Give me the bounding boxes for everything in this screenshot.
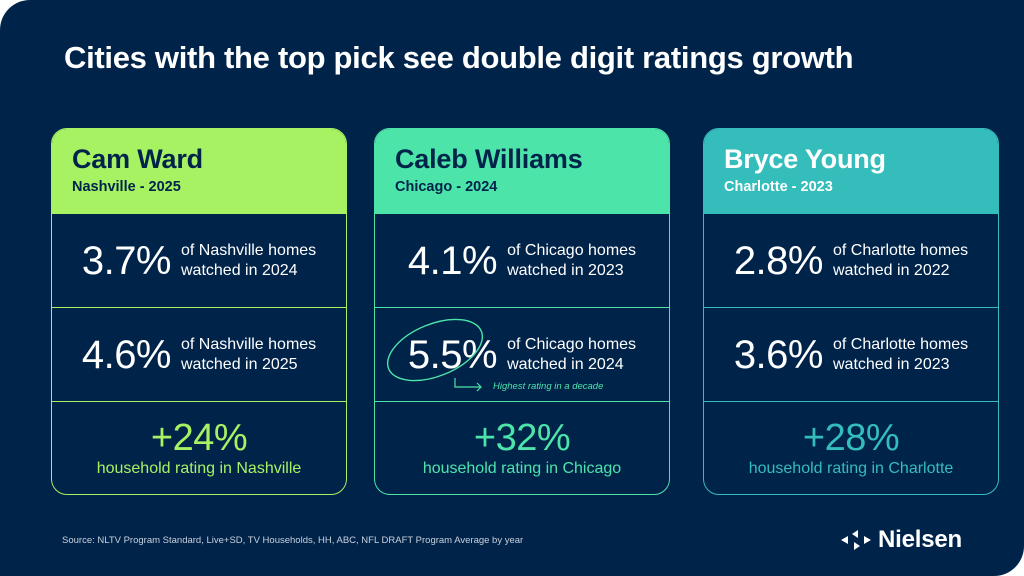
growth-row: +32% household rating in Chicago	[375, 401, 669, 494]
stat-line-2: watched in 2025	[181, 355, 298, 373]
stat-description: of Nashville homes watched in 2024	[181, 241, 316, 281]
stat-line-2: watched in 2022	[832, 261, 950, 279]
stat-row: 3.7% of Nashville homes watched in 2024	[52, 213, 346, 307]
stat-description: of Chicago homes watched in 2024	[507, 335, 636, 375]
stat-row: 4.6% of Nashville homes watched in 2025	[52, 307, 346, 401]
stat-line-2: watched in 2024	[507, 355, 624, 373]
growth-value: +32%	[473, 417, 571, 459]
stat-row-highlighted: 5.5% of Chicago homes watched in 2024 Hi…	[375, 307, 669, 401]
stat-line-2: watched in 2023	[507, 261, 624, 279]
nielsen-logo: Nielsen	[840, 526, 962, 554]
card-bryce-young: Bryce Young Charlotte - 2023 2.8% of Cha…	[703, 128, 999, 495]
city-year: Charlotte - 2023	[724, 179, 833, 195]
highlight-circle-icon	[386, 318, 484, 382]
stat-row: 3.6% of Charlotte homes watched in 2023	[704, 307, 998, 401]
stat-value: 3.7%	[81, 238, 172, 283]
stat-row: 2.8% of Charlotte homes watched in 2022	[704, 213, 998, 307]
stat-description: of Chicago homes watched in 2023	[507, 241, 636, 281]
stat-row: 4.1% of Chicago homes watched in 2023	[375, 213, 669, 307]
arrow-right-icon	[454, 378, 482, 392]
stat-description: of Nashville homes watched in 2025	[181, 335, 316, 375]
stat-line-1: of Chicago homes	[507, 335, 637, 353]
stat-line-1: of Nashville homes	[181, 241, 317, 259]
highlight-note: Highest rating in a decade	[493, 381, 604, 392]
card-header: Bryce Young Charlotte - 2023	[704, 129, 998, 213]
stat-line-1: of Chicago homes	[507, 241, 637, 259]
growth-row: +24% household rating in Nashville	[52, 401, 346, 494]
card-cam-ward: Cam Ward Nashville - 2025 3.7% of Nashvi…	[51, 128, 347, 495]
city-year: Chicago - 2024	[395, 179, 498, 195]
card-caleb-williams: Caleb Williams Chicago - 2024 4.1% of Ch…	[374, 128, 670, 495]
page-title: Cities with the top pick see double digi…	[64, 40, 854, 75]
stat-line-2: watched in 2024	[181, 261, 298, 279]
growth-value: +28%	[802, 417, 900, 459]
growth-row: +28% household rating in Charlotte	[704, 401, 998, 494]
stat-line-1: of Charlotte homes	[832, 335, 969, 353]
stat-line-1: of Nashville homes	[181, 335, 317, 353]
stat-line-1: of Charlotte homes	[832, 241, 969, 259]
growth-label: household rating in Nashville	[96, 460, 302, 477]
growth-label: household rating in Chicago	[422, 460, 622, 477]
nielsen-arrows-icon	[841, 530, 871, 550]
stat-value: 2.8%	[733, 238, 824, 283]
growth-label: household rating in Charlotte	[748, 460, 954, 477]
stat-description: of Charlotte homes watched in 2023	[833, 335, 968, 375]
card-header: Cam Ward Nashville - 2025	[52, 129, 346, 213]
player-name: Caleb Williams	[395, 144, 583, 174]
logo-text: Nielsen	[878, 526, 962, 553]
card-header: Caleb Williams Chicago - 2024	[375, 129, 669, 213]
source-note: Source: NLTV Program Standard, Live+SD, …	[62, 535, 524, 546]
player-name: Cam Ward	[72, 144, 203, 174]
stat-value: 4.6%	[81, 332, 172, 377]
stat-value: 4.1%	[407, 238, 498, 283]
stat-line-2: watched in 2023	[832, 355, 950, 373]
stat-value: 3.6%	[733, 332, 824, 377]
player-name: Bryce Young	[724, 144, 886, 174]
growth-value: +24%	[150, 417, 248, 459]
city-year: Nashville - 2025	[72, 179, 181, 195]
stat-value: 5.5%	[407, 332, 498, 377]
stat-description: of Charlotte homes watched in 2022	[833, 241, 968, 281]
